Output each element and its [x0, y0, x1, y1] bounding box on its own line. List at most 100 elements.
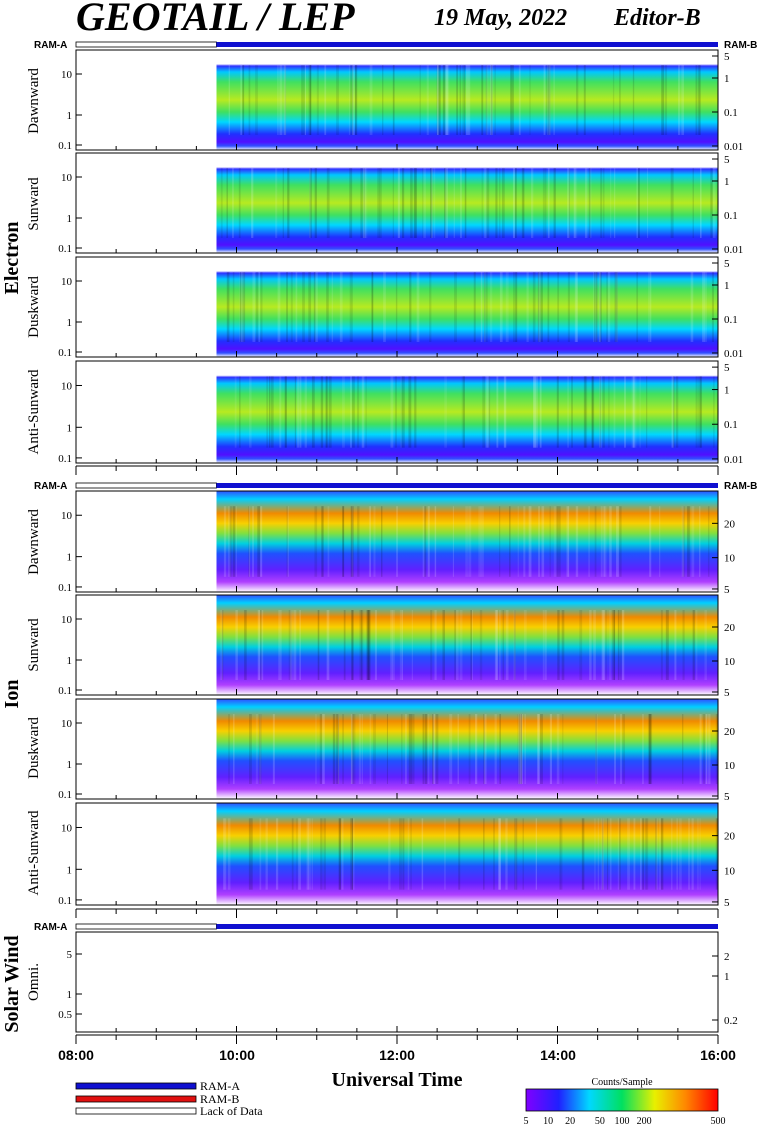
- x-tick-label-1200: 12:00: [379, 1047, 415, 1063]
- texture-streak: [559, 818, 561, 890]
- texture-streak: [510, 65, 513, 135]
- texture-streak: [533, 376, 536, 448]
- texture-streak: [363, 168, 366, 238]
- texture-streak: [671, 818, 673, 890]
- texture-streak: [350, 65, 354, 135]
- texture-streak: [607, 818, 609, 890]
- texture-streak: [353, 714, 356, 784]
- texture-streak: [485, 376, 488, 448]
- texture-streak: [279, 376, 282, 448]
- texture-streak: [427, 506, 430, 577]
- texture-streak: [444, 168, 447, 238]
- texture-streak: [341, 818, 344, 890]
- texture-streak: [351, 506, 354, 577]
- texture-streak: [566, 506, 568, 577]
- texture-streak: [609, 818, 612, 890]
- texture-streak: [505, 818, 508, 890]
- texture-streak: [248, 65, 251, 135]
- texture-streak: [589, 168, 592, 238]
- y-tick-label: 0.1: [58, 140, 72, 152]
- panel-4: 10 1 0.1 20 10 5: [58, 490, 736, 596]
- y-tick-label: 1: [67, 110, 73, 122]
- texture-streak: [692, 610, 695, 680]
- texture-streak: [661, 65, 665, 135]
- texture-streak: [414, 168, 417, 238]
- texture-streak: [522, 818, 524, 890]
- group-axis-1: [75, 908, 719, 918]
- texture-streak: [612, 65, 615, 135]
- texture-streak: [592, 376, 595, 448]
- texture-streak: [235, 506, 237, 577]
- texture-streak: [571, 376, 573, 448]
- texture-streak: [619, 714, 623, 784]
- texture-streak: [583, 65, 586, 135]
- y-tick-label: 0.1: [58, 453, 72, 465]
- texture-streak: [400, 376, 402, 448]
- texture-streak: [468, 714, 471, 784]
- texture-streak: [413, 168, 417, 238]
- texture-streak: [499, 168, 501, 238]
- texture-streak: [539, 376, 542, 448]
- texture-streak: [248, 506, 250, 577]
- texture-streak: [430, 168, 433, 238]
- texture-streak: [517, 714, 521, 784]
- texture-streak: [624, 376, 627, 448]
- texture-streak: [567, 376, 569, 448]
- y-tick-label: 10: [61, 172, 73, 184]
- texture-streak: [260, 610, 262, 680]
- texture-streak: [257, 506, 261, 577]
- texture-streak: [460, 168, 462, 238]
- texture-streak: [528, 506, 532, 577]
- spectrogram-image: [216, 595, 718, 695]
- texture-streak: [429, 272, 432, 342]
- texture-streak: [324, 65, 327, 135]
- texture-streak: [594, 272, 598, 342]
- texture-streak: [710, 168, 713, 238]
- texture-streak: [357, 506, 360, 577]
- texture-streak: [331, 272, 334, 342]
- texture-streak: [499, 272, 503, 342]
- texture-streak: [248, 714, 252, 784]
- right-tick-label: 0.1: [724, 210, 738, 222]
- texture-streak: [512, 65, 514, 135]
- texture-streak: [595, 714, 598, 784]
- texture-streak: [351, 506, 354, 577]
- texture-streak: [260, 506, 263, 577]
- texture-streak: [532, 272, 536, 342]
- texture-streak: [518, 714, 521, 784]
- texture-streak: [444, 818, 446, 890]
- texture-streak: [515, 818, 517, 890]
- texture-streak: [597, 818, 600, 890]
- texture-streak: [485, 65, 489, 135]
- texture-streak: [614, 168, 616, 238]
- colorbar-tick-label: 5: [524, 1116, 529, 1127]
- texture-streak: [619, 65, 621, 135]
- texture-streak: [314, 168, 317, 238]
- texture-streak: [593, 610, 596, 680]
- texture-streak: [547, 65, 551, 135]
- texture-streak: [712, 168, 716, 238]
- texture-streak: [239, 272, 241, 342]
- group-label-electron: Electron: [1, 222, 23, 295]
- texture-streak: [396, 506, 399, 577]
- texture-streak: [713, 376, 715, 448]
- texture-streak: [297, 376, 300, 448]
- y-tick-label: 1: [67, 317, 73, 329]
- texture-streak: [295, 272, 298, 342]
- texture-streak: [600, 506, 603, 577]
- texture-streak: [311, 818, 313, 890]
- texture-streak: [535, 818, 537, 890]
- right-tick-label: 1: [724, 971, 730, 983]
- texture-streak: [229, 506, 232, 577]
- texture-streak: [595, 272, 598, 342]
- texture-streak: [649, 506, 652, 577]
- y-tick-label: 0.1: [58, 582, 72, 594]
- texture-streak: [457, 714, 459, 784]
- texture-streak: [223, 818, 226, 890]
- texture-streak: [232, 168, 234, 238]
- texture-streak: [524, 714, 526, 784]
- spectrogram-panels: 10 1 0.1 5 1 0.1 0.01 10 1 0.1 5 1 0.1 0.01 10 1 0.1 5 1 0.…: [58, 49, 743, 1044]
- texture-streak: [602, 168, 605, 238]
- texture-streak: [540, 272, 543, 342]
